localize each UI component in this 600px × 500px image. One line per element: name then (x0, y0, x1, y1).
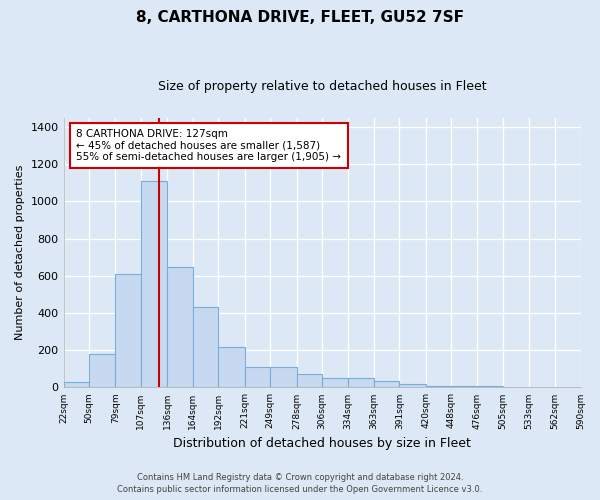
Bar (270, 367, 296, 388)
Bar (115, 274, 141, 388)
Bar (64, 382, 89, 388)
Bar (322, 378, 347, 388)
Bar (400, 384, 426, 388)
Text: Contains HM Land Registry data © Crown copyright and database right 2024.: Contains HM Land Registry data © Crown c… (137, 474, 463, 482)
Bar (426, 386, 451, 388)
Bar (218, 346, 245, 388)
Bar (89, 354, 115, 388)
Bar (503, 386, 529, 388)
Bar (141, 181, 167, 388)
Bar (374, 381, 400, 388)
Title: Size of property relative to detached houses in Fleet: Size of property relative to detached ho… (158, 80, 487, 93)
Bar (296, 374, 322, 388)
X-axis label: Distribution of detached houses by size in Fleet: Distribution of detached houses by size … (173, 437, 471, 450)
Bar (451, 386, 477, 388)
Y-axis label: Number of detached properties: Number of detached properties (15, 165, 25, 340)
Bar (347, 378, 374, 388)
Text: 8, CARTHONA DRIVE, FLEET, GU52 7SF: 8, CARTHONA DRIVE, FLEET, GU52 7SF (136, 10, 464, 25)
Text: 8 CARTHONA DRIVE: 127sqm
← 45% of detached houses are smaller (1,587)
55% of sem: 8 CARTHONA DRIVE: 127sqm ← 45% of detach… (76, 129, 341, 162)
Bar (167, 266, 193, 388)
Bar (245, 367, 270, 388)
Text: Contains public sector information licensed under the Open Government Licence v3: Contains public sector information licen… (118, 485, 482, 494)
Bar (529, 386, 555, 388)
Bar (477, 386, 503, 388)
Bar (555, 386, 581, 388)
Bar (193, 308, 218, 388)
